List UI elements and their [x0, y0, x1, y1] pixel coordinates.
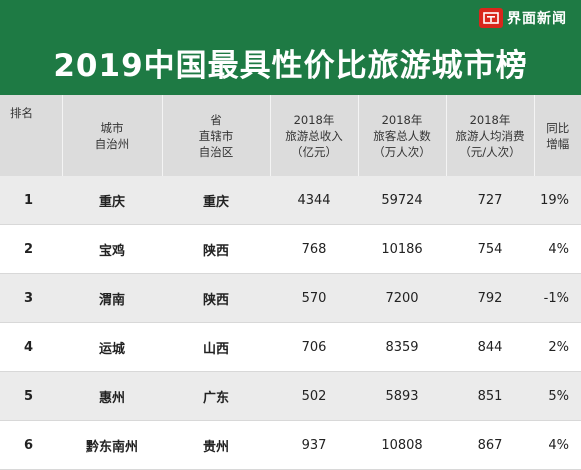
cell-visitors: 5893	[358, 371, 446, 421]
column-header-rank: 排名	[0, 95, 63, 176]
cell-revenue: 502	[270, 371, 358, 421]
cell-city: 渭南	[62, 273, 162, 323]
cell-growth: 4%	[534, 420, 581, 470]
cell-rank: 1	[0, 176, 62, 225]
cell-visitors: 10186	[358, 224, 446, 274]
cell-city: 宝鸡	[62, 224, 162, 274]
cell-revenue: 570	[270, 273, 358, 323]
cell-province: 陕西	[162, 224, 270, 274]
cell-province: 重庆	[162, 176, 270, 225]
table-row: 6 黔东南州 贵州 937 10808 867 4%	[0, 420, 581, 470]
column-header-city: 城市 自治州	[62, 95, 163, 176]
cell-growth: 5%	[534, 371, 581, 421]
cell-province: 贵州	[162, 420, 270, 470]
cell-rank: 5	[0, 371, 62, 421]
cell-province: 陕西	[162, 273, 270, 323]
cell-per_capita: 844	[446, 322, 534, 372]
cell-revenue: 937	[270, 420, 358, 470]
cell-province: 广东	[162, 371, 270, 421]
cell-growth: 2%	[534, 322, 581, 372]
table-row: 2 宝鸡 陕西 768 10186 754 4%	[0, 224, 581, 274]
page-title: 2019中国最具性价比旅游城市榜	[53, 48, 528, 84]
cell-revenue: 768	[270, 224, 358, 274]
cell-visitors: 7200	[358, 273, 446, 323]
cell-per_capita: 851	[446, 371, 534, 421]
cell-visitors: 8359	[358, 322, 446, 372]
cell-per_capita: 727	[446, 176, 534, 225]
column-header-per_capita: 2018年 旅游人均消费 （元/人次）	[446, 95, 535, 176]
cell-growth: -1%	[534, 273, 581, 323]
cell-growth: 4%	[534, 224, 581, 274]
cell-province: 山西	[162, 322, 270, 372]
cell-rank: 6	[0, 420, 62, 470]
cell-city: 惠州	[62, 371, 162, 421]
column-header-revenue: 2018年 旅游总收入 （亿元）	[270, 95, 359, 176]
cell-rank: 3	[0, 273, 62, 323]
cell-rank: 4	[0, 322, 62, 372]
table-row: 1 重庆 重庆 4344 59724 727 19%	[0, 176, 581, 225]
page-header: 界面新闻 2019中国最具性价比旅游城市榜	[0, 0, 581, 95]
cell-per_capita: 792	[446, 273, 534, 323]
table-row: 5 惠州 广东 502 5893 851 5%	[0, 371, 581, 421]
cell-city: 运城	[62, 322, 162, 372]
table-header-row: 排名 城市 自治州省直辖市 自治区 2018年 旅游总收入 （亿元） 2018年 旅客总人数 （万…	[0, 95, 581, 176]
column-header-growth: 同比 增幅	[534, 95, 581, 176]
table-row: 3 渭南 陕西 570 7200 792 -1%	[0, 273, 581, 323]
cell-per_capita: 754	[446, 224, 534, 274]
table-row: 4 运城 山西 706 8359 844 2%	[0, 322, 581, 372]
brand: 界面新闻	[479, 8, 567, 28]
cell-revenue: 706	[270, 322, 358, 372]
ranking-table: 排名 城市 自治州省直辖市 自治区 2018年 旅游总收入 （亿元） 2018年 旅客总人数 （万…	[0, 95, 581, 470]
cell-growth: 19%	[534, 176, 581, 225]
column-header-visitors: 2018年 旅客总人数 （万人次）	[358, 95, 447, 176]
cell-city: 重庆	[62, 176, 162, 225]
cell-per_capita: 867	[446, 420, 534, 470]
brand-name: 界面新闻	[507, 11, 567, 27]
brand-logo-icon	[479, 8, 503, 28]
cell-rank: 2	[0, 224, 62, 274]
column-header-province: 省直辖市 自治区	[162, 95, 271, 176]
cell-visitors: 10808	[358, 420, 446, 470]
table-body: 1 重庆 重庆 4344 59724 727 19% 2 宝鸡 陕西 768 10186 754 4% 3 渭…	[0, 176, 581, 470]
cell-city: 黔东南州	[62, 420, 162, 470]
cell-visitors: 59724	[358, 176, 446, 225]
cell-revenue: 4344	[270, 176, 358, 225]
